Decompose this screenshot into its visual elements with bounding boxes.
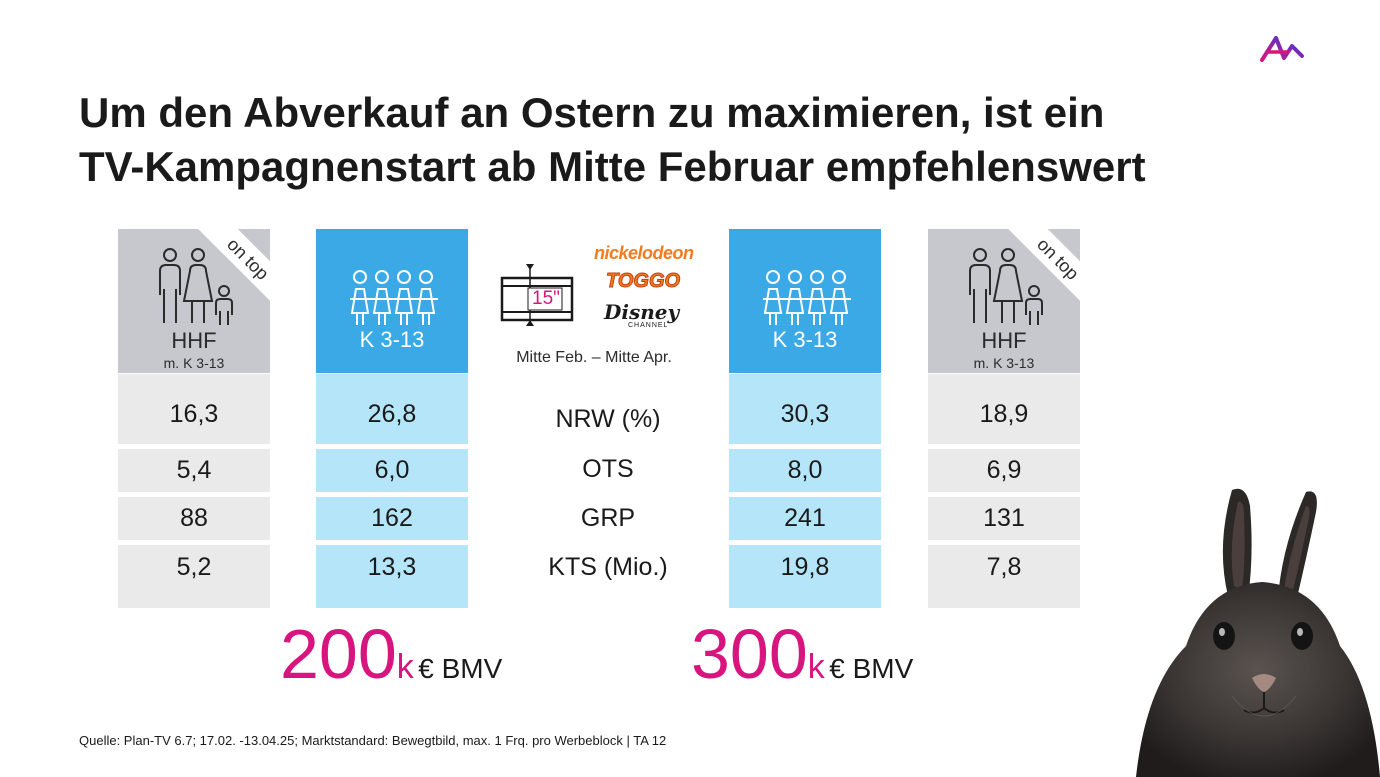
column-k313-right: K 3-13 30,3 8,0 241 19,8 — [729, 229, 881, 608]
budget-unit: k — [396, 648, 414, 686]
page-title: Um den Abverkauf an Ostern zu maximieren… — [79, 89, 1146, 190]
value-nrw: 30,3 — [729, 374, 881, 444]
value-ots: 6,0 — [316, 449, 468, 492]
value-kts: 5,2 — [118, 545, 270, 608]
children-group-icon — [763, 270, 851, 325]
family-icon — [969, 248, 1043, 325]
column-header: K 3-13 — [316, 229, 468, 373]
column-hhf-left: on top HHF m. K 3-13 16,3 5,4 88 5,2 — [118, 229, 270, 608]
value-ots: 5,4 — [118, 449, 270, 492]
rabbit-image — [1136, 488, 1380, 777]
value-grp: 131 — [928, 497, 1080, 540]
column-sublabel: m. K 3-13 — [973, 355, 1035, 371]
column-hhf-right: on top HHF m. K 3-13 18,9 6,9 131 7,8 — [928, 229, 1080, 608]
metric-label-nrw: NRW (%) — [555, 405, 661, 433]
budget-right: 300k € BMV — [691, 614, 913, 694]
channel-disney: Disney — [604, 300, 680, 324]
column-k313-left: K 3-13 26,8 6,0 162 13,3 — [316, 229, 468, 608]
channel-nickelodeon: nickelodeon — [594, 243, 694, 263]
value-kts: 19,8 — [729, 545, 881, 608]
channel-disney-sub: CHANNEL — [628, 322, 669, 329]
source-note: Quelle: Plan-TV 6.7; 17.02. -13.04.25; M… — [79, 733, 667, 748]
brand-logo-icon — [1260, 36, 1304, 62]
budget-left: 200k € BMV — [280, 614, 502, 694]
family-icon — [159, 248, 233, 325]
metric-label-ots: OTS — [582, 455, 634, 483]
metric-label-grp: GRP — [580, 504, 636, 532]
budget-amount: 200 — [280, 615, 397, 693]
column-header: K 3-13 — [729, 229, 881, 373]
budget-label: € BMV — [829, 653, 914, 684]
value-ots: 8,0 — [729, 449, 881, 492]
column-label: K 3-13 — [359, 327, 425, 352]
value-grp: 241 — [729, 497, 881, 540]
column-header: on top HHF m. K 3-13 — [928, 229, 1080, 373]
campaign-period: Mitte Feb. – Mitte Apr. — [516, 349, 672, 366]
value-kts: 13,3 — [316, 545, 468, 608]
column-header: on top HHF m. K 3-13 — [118, 229, 270, 373]
value-grp: 88 — [118, 497, 270, 540]
children-group-icon — [350, 270, 438, 325]
column-label: HHF — [981, 328, 1027, 353]
value-grp: 162 — [316, 497, 468, 540]
column-sublabel: m. K 3-13 — [163, 355, 225, 371]
budget-amount: 300 — [691, 615, 808, 693]
value-nrw: 18,9 — [928, 374, 1080, 444]
value-nrw: 16,3 — [118, 374, 270, 444]
budget-unit: k — [807, 648, 825, 686]
value-ots: 6,9 — [928, 449, 1080, 492]
spot-length: 15" — [532, 288, 560, 309]
metric-label-kts: KTS (Mio.) — [548, 553, 668, 581]
value-kts: 7,8 — [928, 545, 1080, 608]
column-label: K 3-13 — [772, 327, 838, 352]
film-strip-icon — [500, 264, 574, 326]
value-nrw: 26,8 — [316, 374, 468, 444]
budget-label: € BMV — [418, 653, 503, 684]
column-label: HHF — [171, 328, 217, 353]
channel-toggo: TOGGO — [605, 270, 681, 293]
